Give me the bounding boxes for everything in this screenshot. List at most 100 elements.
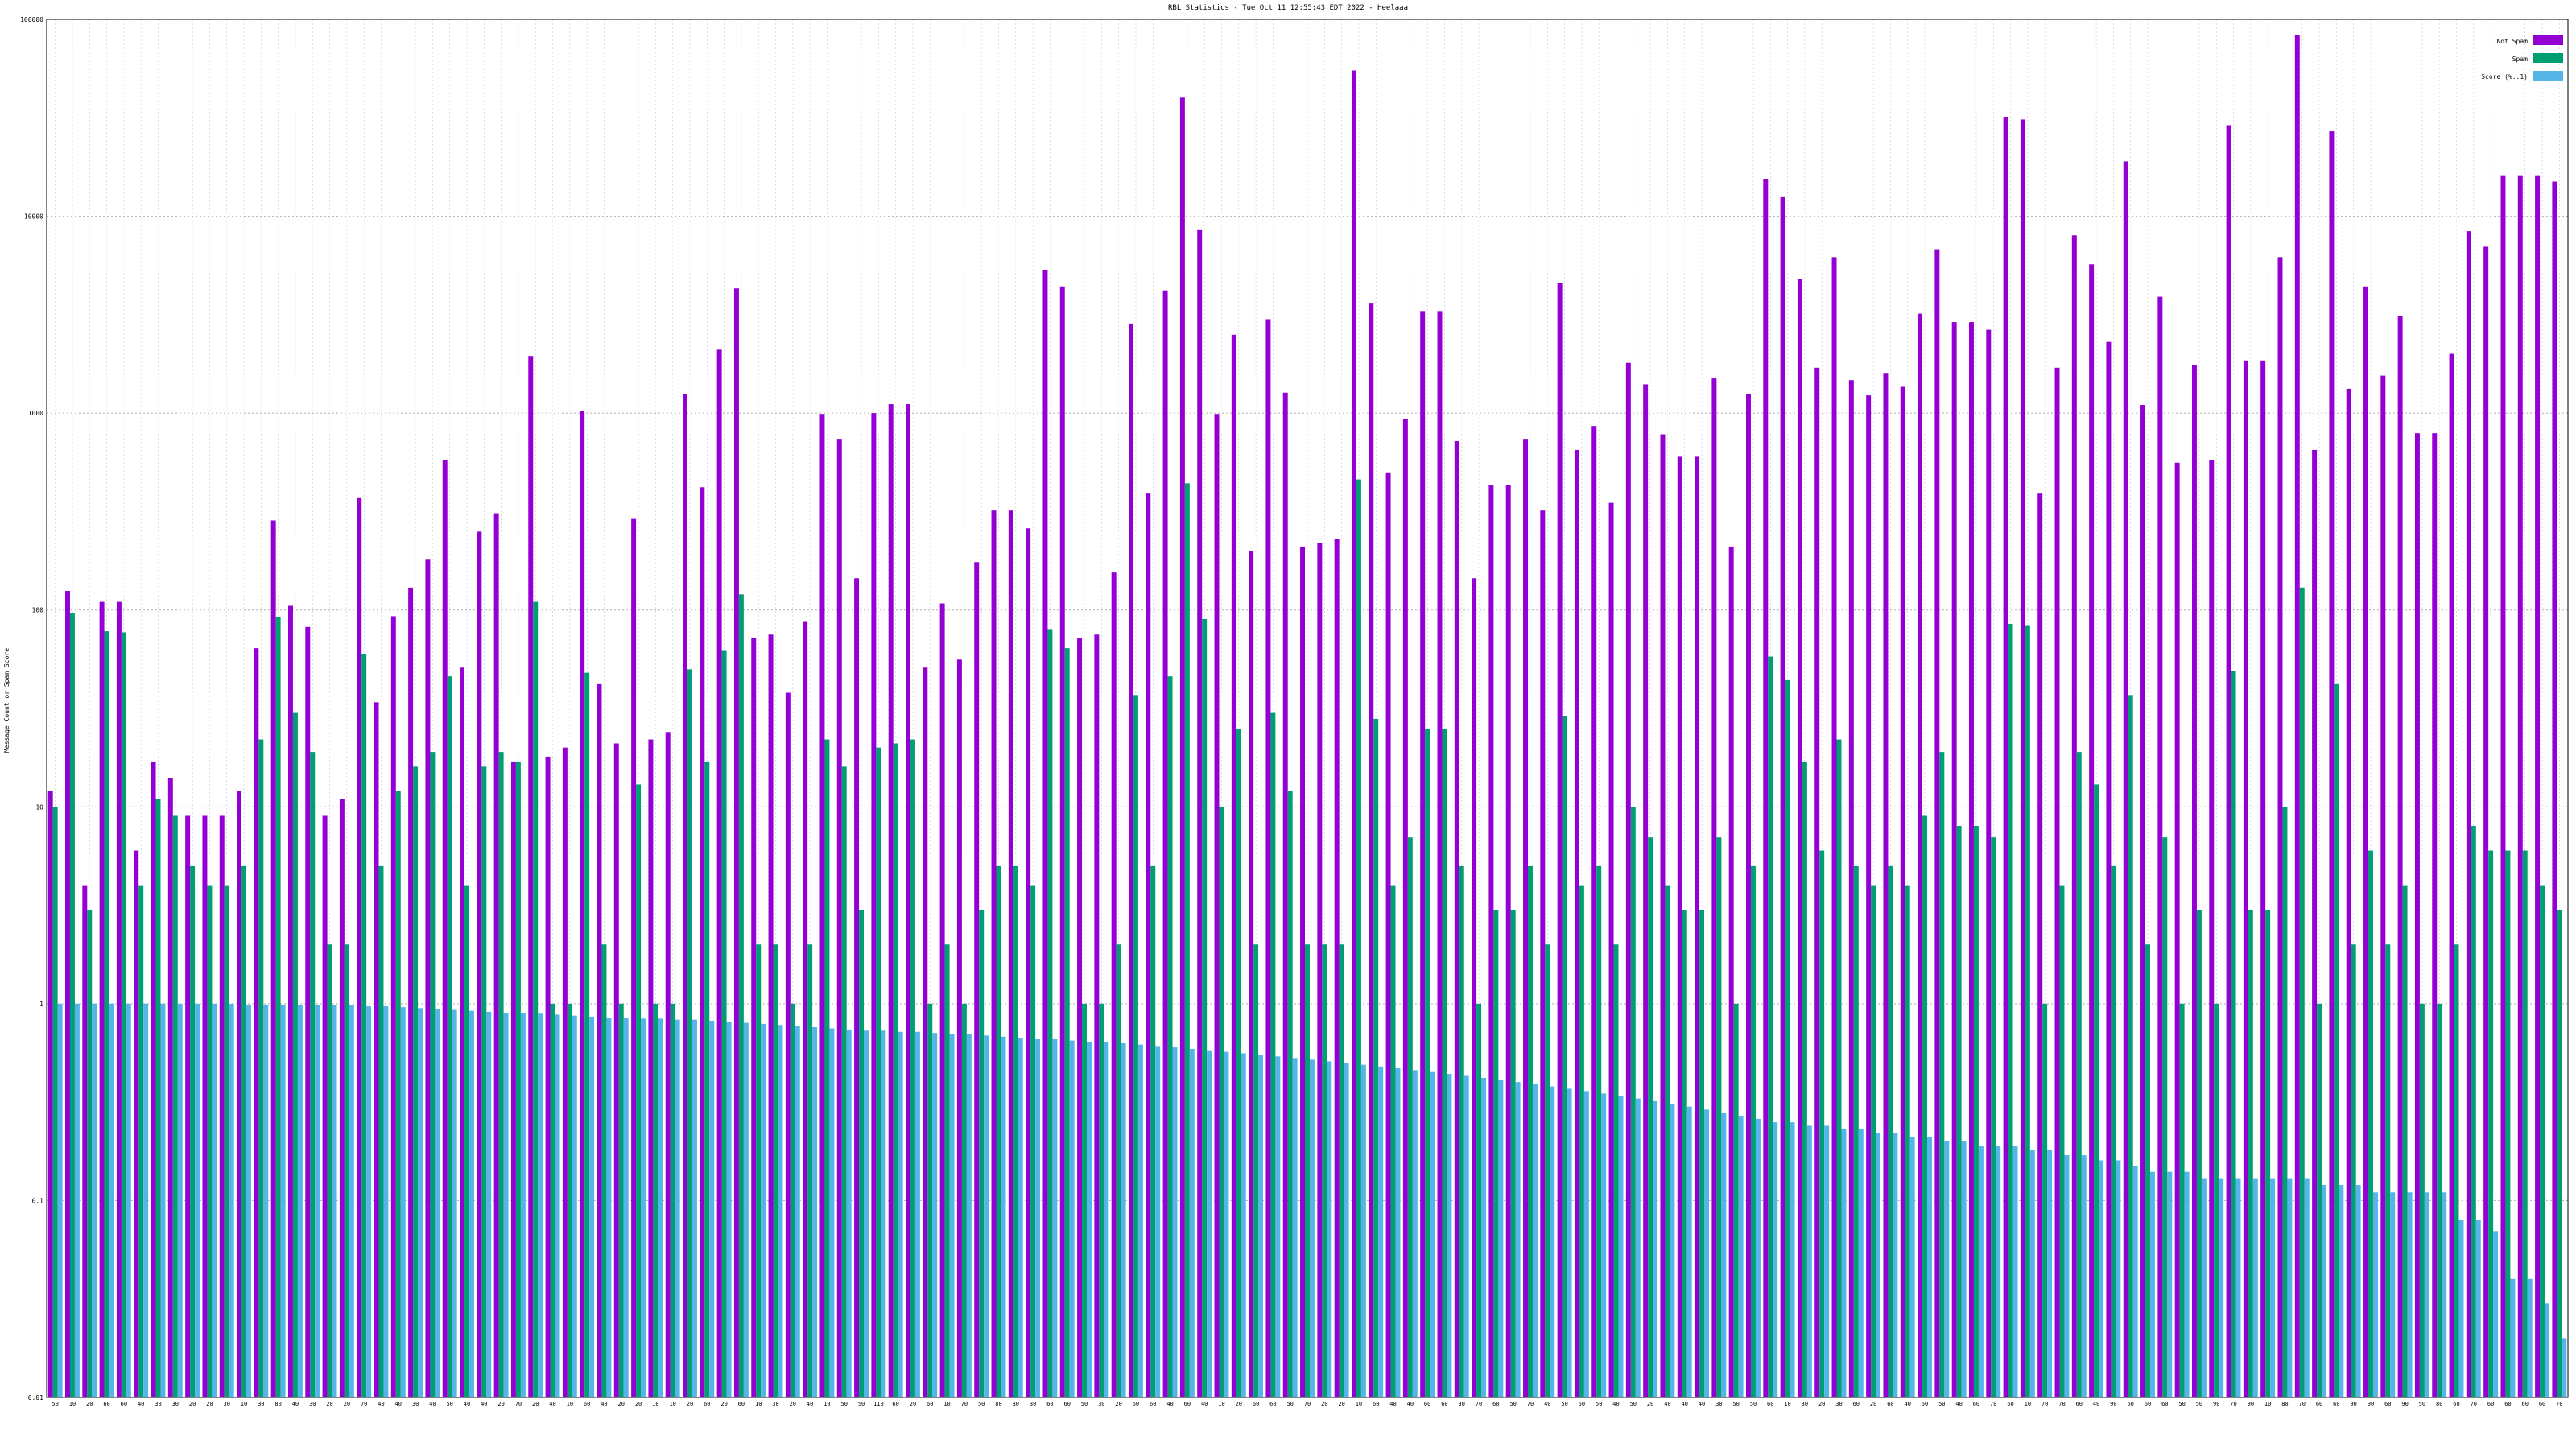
bar-score	[1087, 1042, 1092, 1397]
bar-spam	[2299, 587, 2305, 1397]
bar-spam	[207, 885, 213, 1397]
bar-spam	[1493, 910, 1499, 1397]
x-category-label: 60	[2145, 1401, 2151, 1407]
x-category-label: 30	[1098, 1401, 1104, 1407]
bar-not-spam	[2054, 367, 2060, 1398]
x-category-label: 50	[1938, 1401, 1945, 1407]
bar-not-spam	[2226, 125, 2231, 1398]
x-category-label: 70	[361, 1401, 367, 1407]
bar-score	[109, 1003, 114, 1397]
bar-spam	[1630, 807, 1636, 1397]
bar-not-spam	[1008, 510, 1013, 1398]
bar-spam	[1339, 944, 1344, 1397]
bar-spam	[447, 676, 452, 1397]
x-category-label: 10	[69, 1401, 76, 1407]
bar-not-spam	[613, 743, 619, 1397]
bar-not-spam	[287, 605, 293, 1397]
bar-spam	[1030, 885, 1036, 1397]
x-category-label: 50	[446, 1401, 452, 1407]
bar-score	[126, 1003, 131, 1397]
bar-not-spam	[597, 683, 602, 1397]
bar-spam	[1167, 676, 1173, 1397]
bar-score	[195, 1003, 200, 1397]
bar-score	[177, 1003, 183, 1397]
bar-not-spam	[1437, 311, 1443, 1398]
bar-score	[212, 1003, 217, 1397]
bar-spam	[1013, 865, 1018, 1397]
bar-not-spam	[888, 404, 894, 1398]
bar-spam	[1476, 1003, 1482, 1397]
bar-spam	[2196, 910, 2202, 1397]
bar-not-spam	[1695, 456, 1700, 1398]
bar-not-spam	[1711, 378, 1717, 1398]
x-category-label: 110	[873, 1401, 884, 1407]
chart-title: RBL Statistics - Tue Oct 11 12:55:43 EDT…	[1168, 4, 1408, 12]
bar-spam	[2557, 910, 2562, 1397]
bar-not-spam	[1918, 313, 1923, 1397]
bar-spam	[2437, 1003, 2442, 1397]
y-tick-label: 10000	[24, 213, 43, 221]
bar-not-spam	[2535, 175, 2541, 1397]
bar-spam	[1579, 885, 1584, 1397]
bar-spam	[704, 761, 710, 1397]
x-category-label: 70	[515, 1401, 522, 1407]
bar-not-spam	[425, 559, 431, 1397]
bar-spam	[1270, 712, 1276, 1397]
bar-spam	[2488, 850, 2494, 1397]
bar-score	[1155, 1046, 1161, 1397]
bar-not-spam	[1797, 279, 1802, 1397]
bar-spam	[2402, 885, 2408, 1397]
bar-not-spam	[2294, 35, 2300, 1398]
x-category-label: 40	[601, 1401, 607, 1407]
bar-score	[881, 1030, 886, 1397]
bar-not-spam	[2312, 449, 2318, 1397]
bar-not-spam	[1059, 286, 1065, 1397]
x-category-label: 50	[1509, 1401, 1516, 1407]
bar-spam	[1047, 629, 1053, 1397]
bar-spam	[1287, 791, 1293, 1397]
bars-layer	[47, 35, 2567, 1398]
bar-not-spam	[562, 747, 568, 1397]
bar-score	[1241, 1053, 1246, 1397]
bar-not-spam	[1900, 386, 1905, 1398]
bar-score	[829, 1028, 835, 1397]
x-category-label: 20	[618, 1401, 625, 1407]
x-category-label: 40	[1664, 1401, 1670, 1407]
x-category-label: 70	[2041, 1401, 2048, 1407]
bar-spam	[258, 739, 264, 1397]
bar-score	[2029, 1150, 2035, 1397]
bar-score	[2510, 1278, 2516, 1397]
bar-score	[1258, 1055, 1264, 1397]
bar-score	[1344, 1063, 1349, 1397]
bar-not-spam	[254, 648, 259, 1397]
bar-spam	[1099, 1003, 1104, 1397]
x-category-label: 10	[1784, 1401, 1790, 1407]
bar-score	[743, 1022, 749, 1397]
bar-score	[1841, 1129, 1847, 1397]
bar-spam	[584, 672, 590, 1397]
bar-not-spam	[1402, 419, 1408, 1397]
bar-score	[2149, 1171, 2155, 1397]
x-category-label: 30	[1013, 1401, 1019, 1407]
bar-score	[2064, 1155, 2070, 1397]
bar-score	[1292, 1058, 1298, 1397]
bar-not-spam	[1814, 367, 1820, 1398]
x-category-label: 60	[2539, 1401, 2545, 1407]
bar-score	[229, 1003, 234, 1397]
x-category-label: 90	[2248, 1401, 2254, 1407]
bar-score	[932, 1033, 938, 1397]
x-category-label: 20	[720, 1401, 727, 1407]
x-axis: 50 10 20 60 60 40 30 30 20 20 30 10 30 80 40 30 20 20 70 40…	[52, 1401, 2562, 1407]
bar-not-spam	[2517, 175, 2523, 1397]
bar-spam	[275, 617, 281, 1397]
y-tick-label: 100	[32, 607, 44, 614]
bar-score	[864, 1030, 869, 1397]
bar-score	[2442, 1192, 2447, 1397]
bar-not-spam	[1934, 249, 1940, 1398]
bar-spam	[2214, 1003, 2219, 1397]
bar-score	[2252, 1178, 2258, 1397]
bar-spam	[2454, 944, 2459, 1397]
bar-not-spam	[1146, 493, 1151, 1398]
bar-spam	[773, 944, 778, 1397]
bar-score	[1876, 1133, 1881, 1397]
